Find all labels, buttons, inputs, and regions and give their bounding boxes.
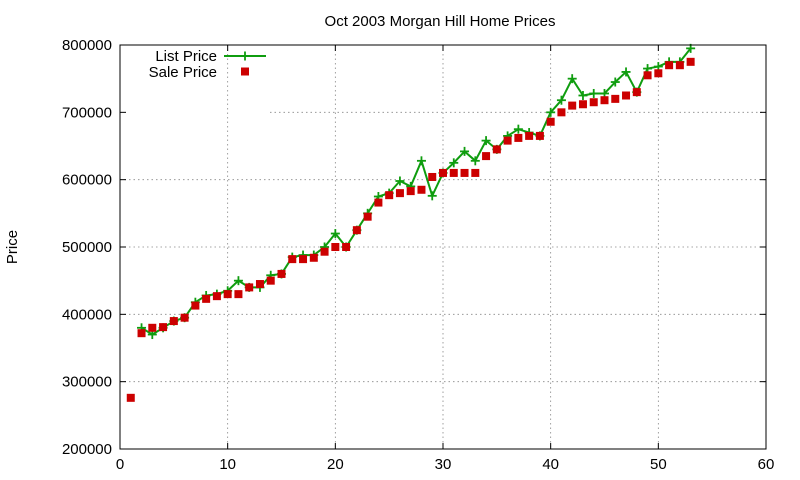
sale-price-point bbox=[137, 329, 146, 338]
list-price-point bbox=[567, 74, 577, 84]
sale-price-point bbox=[299, 255, 308, 264]
list-price-point bbox=[233, 276, 243, 286]
sale-price-point bbox=[169, 317, 178, 326]
x-tick-label: 10 bbox=[219, 456, 236, 473]
y-tick-label: 300000 bbox=[62, 374, 112, 391]
sale-price-point bbox=[578, 100, 587, 109]
sale-price-point bbox=[342, 243, 351, 251]
sale-price-point bbox=[460, 168, 469, 177]
sale-price-point bbox=[245, 283, 254, 292]
legend-marker-sale-price bbox=[241, 67, 249, 76]
sale-price-point bbox=[611, 94, 620, 103]
sale-price-point bbox=[654, 69, 663, 78]
sale-price-point bbox=[191, 301, 200, 310]
sale-price-point bbox=[449, 168, 458, 177]
sale-price-point bbox=[352, 226, 361, 235]
sale-price-point bbox=[126, 393, 135, 402]
list-price-point bbox=[589, 88, 599, 98]
sale-price-point bbox=[159, 323, 168, 332]
sale-price-point bbox=[514, 133, 523, 142]
list-price-point bbox=[556, 95, 566, 105]
x-tick-label: 50 bbox=[650, 456, 667, 473]
list-price-point bbox=[481, 136, 491, 146]
x-tick-label: 20 bbox=[327, 456, 344, 473]
list-price-point bbox=[546, 107, 556, 117]
axis-ticks: 200000 300000 400000 500000 600000 700000 8000… bbox=[62, 37, 774, 473]
sale-price-point bbox=[374, 198, 383, 207]
sale-price-point bbox=[363, 212, 372, 221]
list-price-point bbox=[427, 191, 437, 201]
sale-price-point bbox=[331, 243, 340, 251]
y-tick-label: 200000 bbox=[62, 441, 112, 458]
sale-price-point bbox=[234, 290, 243, 299]
list-price-point bbox=[513, 124, 523, 134]
sale-price-point bbox=[202, 294, 211, 303]
list-price-point bbox=[460, 146, 470, 156]
sale-price-point bbox=[600, 96, 609, 105]
sale-price-point bbox=[212, 292, 221, 301]
list-price-point bbox=[578, 91, 588, 100]
sale-price-point bbox=[255, 280, 264, 289]
sale-price-point bbox=[309, 253, 318, 262]
y-tick-label: 500000 bbox=[62, 239, 112, 256]
x-tick-label: 40 bbox=[542, 456, 559, 473]
sale-price-point bbox=[525, 131, 534, 140]
list-price-point bbox=[470, 156, 480, 166]
sale-price-point bbox=[417, 185, 426, 194]
sale-price-point bbox=[643, 71, 652, 80]
sale-price-point bbox=[535, 131, 544, 140]
list-price-line bbox=[141, 47, 692, 336]
legend: List Price Sale Price bbox=[149, 48, 266, 81]
sale-price-point bbox=[622, 91, 631, 100]
sale-price-point bbox=[428, 172, 437, 181]
sale-price-point bbox=[492, 145, 501, 154]
sale-price-point bbox=[686, 57, 695, 66]
sale-price-point bbox=[675, 61, 684, 70]
sale-price-point bbox=[557, 108, 566, 117]
sale-price-point bbox=[406, 187, 415, 196]
sale-price-point bbox=[148, 323, 157, 332]
y-tick-label: 700000 bbox=[62, 104, 112, 121]
sale-price-point bbox=[439, 168, 447, 177]
sale-price-point bbox=[589, 98, 598, 107]
list-price-point bbox=[416, 156, 426, 166]
sale-price-point bbox=[665, 61, 674, 70]
sale-price-point bbox=[471, 168, 480, 177]
list-price-point bbox=[395, 176, 405, 186]
chart-title: Oct 2003 Morgan Hill Home Prices bbox=[325, 13, 556, 30]
plot-frame bbox=[119, 44, 767, 450]
sale-price-point bbox=[277, 269, 286, 278]
list-price-point bbox=[330, 229, 340, 239]
list-price-point bbox=[449, 158, 459, 168]
sale-price-point bbox=[482, 152, 491, 161]
list-price-point bbox=[621, 67, 631, 77]
sale-price-point bbox=[320, 247, 329, 256]
sale-price-point bbox=[385, 191, 394, 200]
list-price-point bbox=[610, 77, 620, 87]
sale-price-point bbox=[180, 313, 189, 322]
sale-price-point bbox=[266, 276, 275, 285]
plot-series bbox=[126, 43, 696, 402]
x-tick-label: 30 bbox=[435, 456, 452, 473]
sale-price-point bbox=[503, 136, 512, 145]
x-tick-label: 0 bbox=[116, 456, 124, 473]
y-tick-label: 400000 bbox=[62, 306, 112, 323]
y-tick-label: 600000 bbox=[62, 172, 112, 189]
legend-label-sale-price: Sale Price bbox=[149, 64, 217, 81]
x-tick-label: 60 bbox=[758, 456, 775, 473]
legend-label-list-price: List Price bbox=[155, 48, 217, 65]
sale-price-point bbox=[395, 189, 404, 198]
grid bbox=[120, 45, 766, 449]
sale-price-point bbox=[632, 88, 641, 97]
y-axis-label: Price bbox=[4, 230, 21, 264]
sale-price-point bbox=[546, 117, 555, 126]
sale-price-point bbox=[288, 255, 297, 264]
sale-price-point bbox=[568, 101, 577, 110]
legend-marker-list-price bbox=[240, 51, 250, 61]
y-tick-label: 800000 bbox=[62, 37, 112, 54]
sale-price-point bbox=[223, 290, 232, 299]
